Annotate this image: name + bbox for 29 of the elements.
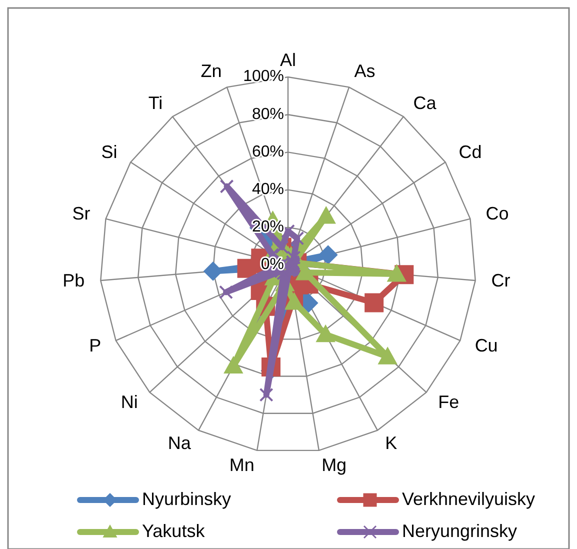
- spoke-label: As: [354, 60, 376, 81]
- legend-label: Yakutsk: [142, 520, 206, 541]
- legend-label: Neryungrinsky: [402, 520, 518, 541]
- spoke-label: Ni: [120, 392, 138, 412]
- y-tick-label: 80%: [252, 106, 284, 123]
- spoke-label: Na: [168, 433, 192, 454]
- spoke-label: Cr: [491, 270, 510, 291]
- spoke-label: P: [89, 336, 102, 356]
- legend-label: Nyurbinsky: [142, 488, 232, 509]
- legend-label: Verkhnevilyuisky: [402, 488, 536, 509]
- spoke-label: Ti: [148, 92, 163, 113]
- spoke-label: Cu: [474, 336, 498, 356]
- spoke-label: Si: [101, 142, 118, 162]
- y-tick-label: 100%: [243, 68, 284, 86]
- spoke-label: Mg: [322, 454, 347, 475]
- spoke-label: K: [385, 433, 398, 454]
- spoke-label: Zn: [200, 60, 222, 81]
- spoke-label: Cd: [458, 142, 482, 162]
- spoke-label: Co: [486, 204, 509, 224]
- spoke-label: Sr: [72, 204, 90, 224]
- y-tick-label: 40%: [252, 181, 284, 198]
- y-tick-label: 60%: [252, 143, 284, 160]
- spoke-label: Fe: [438, 392, 460, 412]
- y-tick-label: 20%: [252, 218, 284, 236]
- spoke-label: Ca: [413, 92, 438, 113]
- spoke-label: Al: [280, 50, 296, 70]
- y-tick-label: 0%: [260, 256, 284, 274]
- spoke-label: Pb: [62, 270, 85, 291]
- spoke-label: Mn: [229, 454, 254, 475]
